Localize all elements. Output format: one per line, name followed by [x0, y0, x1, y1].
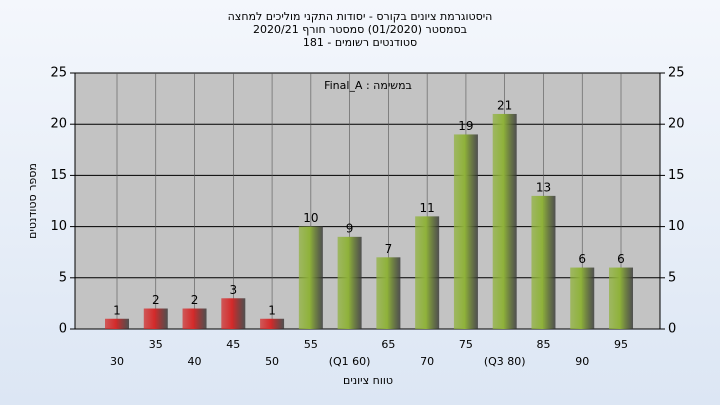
- value-label: 9: [346, 221, 354, 235]
- bar: [453, 134, 478, 329]
- bar: [298, 226, 323, 329]
- y-tick-label: 0: [59, 322, 67, 337]
- value-label: 21: [497, 98, 512, 112]
- x-tick-label: 65: [381, 338, 395, 351]
- bar: [143, 308, 168, 329]
- bar: [415, 216, 440, 329]
- y2-tick-label: 10: [668, 219, 685, 234]
- x-tick-label: (Q3 80): [484, 355, 526, 368]
- bar: [337, 236, 362, 329]
- x-tick-label: 50: [265, 355, 279, 368]
- x-tick-label: 95: [614, 338, 628, 351]
- value-label: 13: [536, 180, 551, 194]
- x-tick-label: 30: [110, 355, 124, 368]
- value-label: 7: [385, 242, 393, 256]
- value-label: 6: [578, 252, 586, 266]
- value-label: 3: [229, 283, 237, 297]
- value-label: 10: [303, 211, 318, 225]
- y2-tick-label: 25: [668, 66, 685, 81]
- bar: [221, 298, 246, 329]
- y2-tick-label: 20: [668, 117, 685, 132]
- y-tick-label: 25: [50, 66, 67, 81]
- x-tick-label: (Q1 60): [329, 355, 371, 368]
- value-label: 1: [268, 303, 276, 317]
- x-tick-label: 70: [420, 355, 434, 368]
- x-tick-label: 85: [536, 338, 550, 351]
- value-label: 1: [113, 303, 121, 317]
- y-tick-label: 5: [59, 270, 67, 285]
- y2-tick-label: 0: [668, 322, 676, 337]
- x-tick-label: 90: [575, 355, 589, 368]
- bar: [609, 267, 633, 329]
- bar: [531, 195, 556, 329]
- y-tick-label: 20: [50, 117, 67, 132]
- y-axis-label: מספר סטודנטים: [26, 163, 39, 239]
- x-tick-label: 45: [226, 338, 240, 351]
- chart-subtitle: בסמסטר (01/2020) סמסטר חורף 2020/21: [253, 23, 467, 36]
- x-tick-label: 55: [304, 338, 318, 351]
- x-tick-label: 40: [188, 355, 202, 368]
- x-axis-label: טווח ציונים: [343, 374, 393, 387]
- x-tick-label: 75: [459, 338, 473, 351]
- value-label: 19: [458, 119, 473, 133]
- bar: [182, 308, 207, 329]
- chart-title: היסטוגרמת ציונים בקורס - יסודות התקני מו…: [228, 10, 493, 23]
- y-tick-label: 15: [50, 168, 67, 183]
- value-label: 11: [420, 201, 435, 215]
- value-label: 2: [191, 293, 199, 307]
- bar: [570, 267, 595, 329]
- value-label: 6: [617, 252, 625, 266]
- plot-area: [74, 72, 661, 330]
- y-tick-label: 10: [50, 219, 67, 234]
- bar: [260, 318, 285, 329]
- value-label: 2: [152, 293, 160, 307]
- x-tick-label: 35: [149, 338, 163, 351]
- y2-tick-label: 5: [668, 270, 676, 285]
- bar: [376, 257, 401, 329]
- y2-tick-label: 15: [668, 168, 685, 183]
- bar: [105, 318, 129, 329]
- chart-subtitle: סטודנטים רשומים - 181: [303, 36, 417, 49]
- annotation: במשימה : Final_A: [324, 79, 412, 92]
- bar: [492, 113, 517, 330]
